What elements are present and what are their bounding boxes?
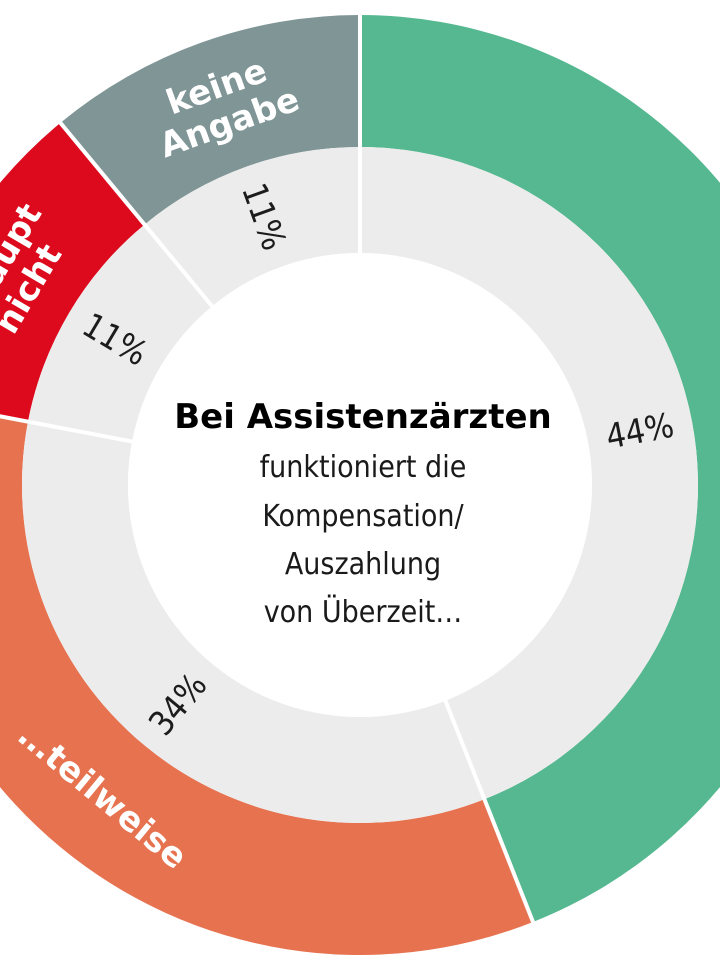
slice-inner-4 [144,147,360,307]
slice-separator-2 [443,699,536,925]
center-disc [128,253,592,717]
slice-inner-3 [27,224,213,442]
subtitle-line-3: Auszahlung [285,547,441,582]
slice-inner-1 [360,147,699,800]
subtitle-line-1: funktioniert die [260,450,467,485]
subtitle-line-2: Kompensation/ [262,499,464,534]
chart-title: Bei Assistenzärzten [174,397,551,437]
slice-inner-2 [21,421,485,823]
slice-outer-2 [0,416,534,955]
center-label: Bei Assistenzärzten funktioniert die Kom… [174,397,551,630]
slice-separator-4 [57,120,214,308]
subtitle-line-4: von Überzeit… [264,594,463,630]
slice-outer-4 [60,15,360,225]
slice-separator-3 [0,414,133,444]
slice-outer-1 [360,15,720,922]
slice-outer-3 [0,122,145,422]
